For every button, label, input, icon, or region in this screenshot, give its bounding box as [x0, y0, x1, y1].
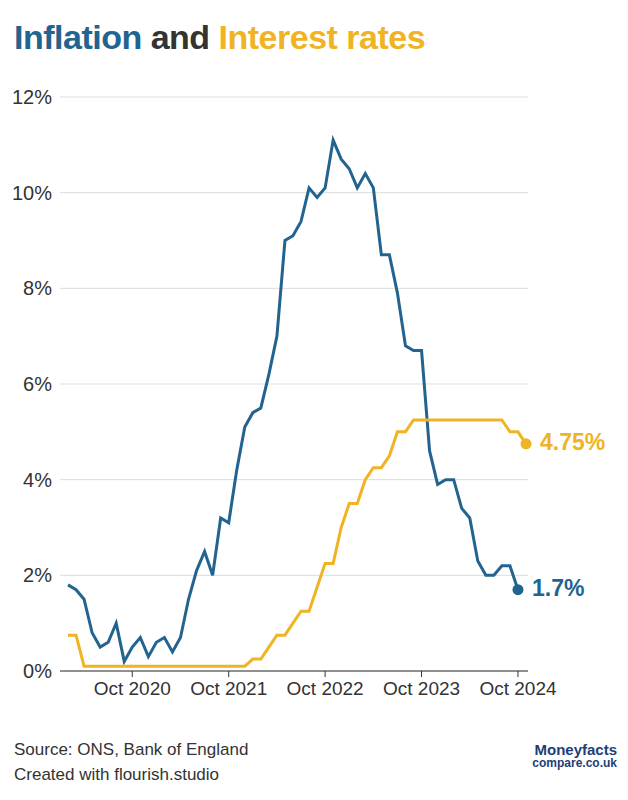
- svg-text:4%: 4%: [23, 469, 52, 491]
- html-text:Inflation and Interest rates: Inflation and Interest rates: [14, 18, 426, 56]
- svg-text:12%: 12%: [12, 86, 52, 108]
- svg-text:Oct 2022: Oct 2022: [287, 678, 364, 699]
- html-text:compare.co.uk: compare.co.uk: [532, 756, 617, 770]
- svg-text:4.75%: 4.75%: [540, 429, 605, 455]
- svg-text:Oct 2021: Oct 2021: [190, 678, 267, 699]
- svg-text:8%: 8%: [23, 277, 52, 299]
- svg-text:Oct 2023: Oct 2023: [383, 678, 460, 699]
- svg-text:0%: 0%: [23, 660, 52, 682]
- svg-text:6%: 6%: [23, 373, 52, 395]
- svg-text:Oct 2020: Oct 2020: [94, 678, 171, 699]
- svg-text:1.7%: 1.7%: [532, 575, 584, 601]
- svg-text:Oct 2024: Oct 2024: [479, 678, 557, 699]
- svg-text:10%: 10%: [12, 182, 52, 204]
- html-text:Moneyfacts: Moneyfacts: [534, 741, 617, 758]
- svg-text:2%: 2%: [23, 564, 52, 586]
- html-text:Created with flourish.studio: Created with flourish.studio: [14, 765, 219, 784]
- html-text:Source: ONS, Bank of England: Source: ONS, Bank of England: [14, 740, 249, 759]
